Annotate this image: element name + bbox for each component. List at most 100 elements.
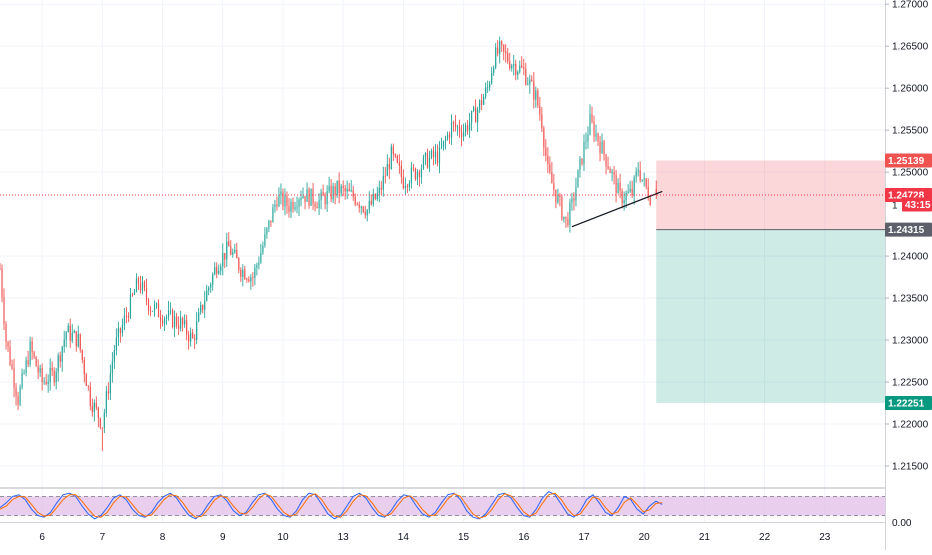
candle [605, 153, 607, 175]
candle [214, 262, 216, 276]
candle [643, 172, 645, 187]
candle [163, 316, 166, 331]
candle [430, 148, 433, 160]
candle [308, 187, 310, 209]
candle [143, 280, 146, 292]
candle [194, 334, 196, 349]
time-tick-label: 15 [458, 532, 470, 543]
candle [603, 139, 605, 161]
candle [326, 185, 328, 212]
candle [350, 180, 352, 193]
candle [180, 310, 182, 332]
candle [61, 345, 63, 372]
candle [17, 391, 19, 411]
trendline[interactable] [571, 190, 663, 228]
candle [246, 277, 248, 283]
candle [69, 318, 71, 348]
candle [127, 312, 130, 323]
candle [55, 367, 57, 390]
candle [75, 330, 77, 352]
candle [487, 80, 489, 93]
candle [103, 408, 105, 434]
candle [324, 192, 326, 210]
candle [79, 333, 81, 353]
candle [557, 188, 559, 205]
candle [452, 120, 455, 132]
candle [220, 263, 222, 276]
candle [206, 284, 208, 302]
time-axis[interactable]: 6 7 8 9 10 13 14 15 16 17 20 21 22 23 [39, 532, 830, 543]
candle [440, 137, 443, 150]
time-tick-label: 9 [220, 532, 226, 543]
candle [483, 93, 485, 106]
time-tick-label: 7 [100, 532, 106, 543]
candle [49, 358, 51, 391]
candle [374, 193, 376, 201]
candle [318, 193, 320, 216]
candle [310, 188, 312, 206]
candle [244, 265, 246, 280]
candle [73, 329, 75, 334]
candle [378, 180, 380, 203]
candle [294, 201, 296, 212]
candle [9, 340, 11, 367]
price-tick-label: 1.26000 [892, 84, 929, 95]
candle [272, 203, 274, 223]
candle [406, 183, 408, 194]
candle [376, 186, 378, 201]
candle [468, 112, 471, 138]
candle [448, 131, 451, 144]
candle [99, 417, 101, 430]
candle [424, 152, 427, 166]
candle [513, 55, 515, 76]
candle [332, 182, 334, 204]
take-profit-zone[interactable] [656, 229, 885, 403]
candle [635, 167, 637, 183]
price-axis[interactable]: 1.27000 1.26500 1.26000 1.25500 1.25000 1.240… [885, 0, 932, 473]
candle [145, 278, 148, 306]
candle [33, 350, 35, 360]
candle [396, 154, 398, 164]
candle [306, 182, 308, 202]
candle [519, 60, 521, 74]
time-tick-label: 21 [699, 532, 711, 543]
candle [65, 330, 67, 348]
candle [240, 267, 242, 282]
candle [25, 356, 27, 377]
svg-text:1.25139: 1.25139 [888, 156, 925, 167]
candle [59, 351, 61, 368]
candle [589, 104, 591, 136]
candle [139, 275, 142, 294]
candle [129, 287, 132, 320]
candle [155, 302, 158, 309]
candle [386, 154, 388, 177]
candle [493, 65, 495, 76]
candle [328, 176, 330, 194]
candle [414, 167, 417, 181]
candle [458, 119, 461, 138]
candle [51, 361, 53, 377]
time-tick-label: 22 [759, 532, 771, 543]
candle [631, 180, 633, 199]
candle [260, 243, 262, 264]
candle [639, 161, 641, 183]
candle [456, 124, 459, 136]
candle [404, 177, 406, 195]
candle [125, 306, 128, 324]
candle [5, 321, 7, 350]
candle [402, 169, 404, 190]
candle [420, 164, 423, 184]
candle [53, 367, 55, 387]
candle [473, 105, 475, 113]
candle [529, 74, 531, 94]
candle [11, 359, 13, 371]
candle [97, 406, 99, 428]
candle [523, 58, 525, 76]
candle [137, 276, 140, 290]
candle [161, 314, 164, 327]
candle [362, 205, 364, 214]
candle [499, 36, 501, 64]
candle [284, 188, 286, 216]
